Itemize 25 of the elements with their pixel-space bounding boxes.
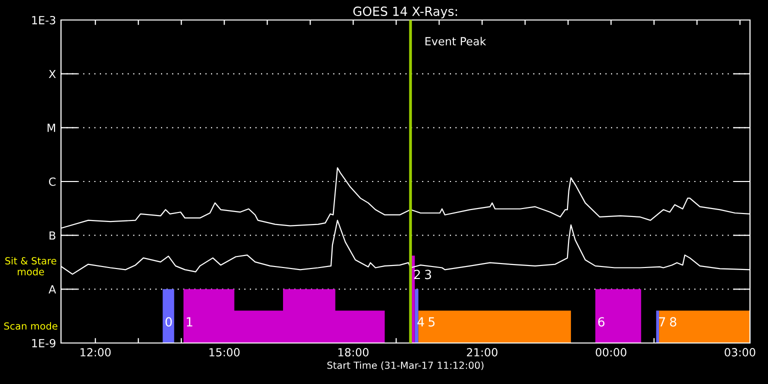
text: Scan mode: [4, 322, 58, 330]
annotation: 0: [166, 317, 172, 327]
x-tick-label: 12:00: [80, 348, 111, 356]
y-tick-label: 1E-9: [32, 338, 56, 348]
y-tick-label: B: [50, 231, 56, 240]
annotation: 6: [598, 317, 604, 327]
x-tick-label: 18:00: [338, 348, 368, 356]
y-tick-label: C: [49, 177, 56, 186]
y-tick-label: X: [48, 70, 56, 78]
annotation: 5: [428, 317, 435, 327]
annotation: 7: [659, 317, 666, 326]
annotation: 3: [425, 270, 432, 280]
annotation: 1: [186, 317, 192, 326]
x-tick-label: 21:00: [466, 348, 498, 356]
y-tick-label: A: [48, 285, 56, 294]
ref-line-label: Event Peak: [425, 36, 486, 46]
text: Sit & Stare mode: [5, 256, 56, 276]
chart-title: GOES 14 X-Rays:: [353, 6, 457, 18]
x-tick-label: 00:00: [596, 348, 626, 356]
y-tick-label: M: [48, 124, 56, 132]
x-tick-label: 15:00: [210, 348, 240, 356]
x-axis-title: Start Time (31-Mar-17 11:12:00): [327, 361, 484, 370]
x-tick-label: 03:00: [724, 348, 756, 356]
y-tick-label: 1E-3: [32, 16, 56, 24]
annotation: 8: [670, 317, 676, 327]
